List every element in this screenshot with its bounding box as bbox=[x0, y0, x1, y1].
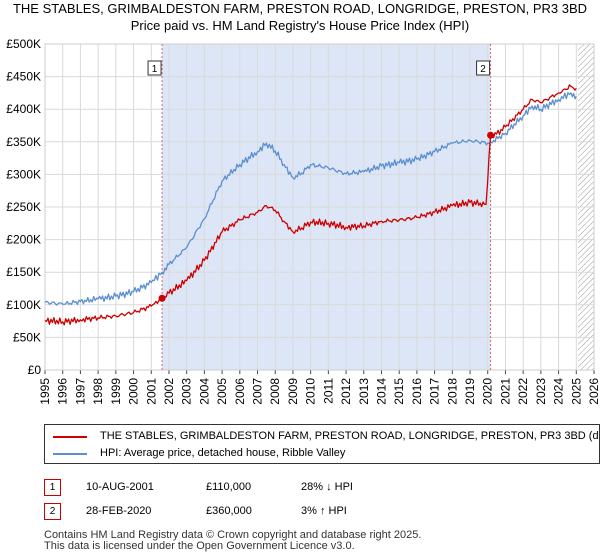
x-tick-label: 2013 bbox=[357, 378, 371, 405]
x-tick-label: 2014 bbox=[374, 378, 388, 405]
legend-label-property: THE STABLES, GRIMBALDESTON FARM, PRESTON… bbox=[100, 430, 599, 442]
x-tick-label: 2023 bbox=[534, 378, 548, 405]
x-tick-label: 2009 bbox=[286, 378, 300, 405]
x-tick-label: 1999 bbox=[109, 378, 123, 405]
transaction-price: £360,000 bbox=[206, 505, 252, 517]
x-tick-label: 2004 bbox=[197, 378, 211, 405]
marker-label: 2 bbox=[480, 64, 486, 75]
x-tick-label: 2005 bbox=[215, 378, 229, 405]
marker-box bbox=[476, 60, 491, 76]
y-tick-label: £300K bbox=[6, 167, 41, 181]
transaction-date: 10-AUG-2001 bbox=[86, 481, 154, 493]
x-tick-label: 2020 bbox=[481, 378, 495, 405]
y-tick-label: £350K bbox=[6, 135, 41, 149]
footer-licence: This data is licensed under the Open Gov… bbox=[44, 540, 355, 552]
x-tick-label: 2008 bbox=[268, 378, 282, 405]
x-tick-label: 2011 bbox=[321, 378, 335, 404]
legend-swatch-property bbox=[53, 436, 87, 438]
footer: Contains HM Land Registry data © Crown c… bbox=[44, 530, 421, 552]
x-tick-label: 2015 bbox=[392, 378, 406, 405]
transaction-hpi-change: 28% ↓ HPI bbox=[301, 481, 353, 493]
x-tick-label: 2025 bbox=[569, 378, 583, 405]
y-tick-label: £250K bbox=[6, 200, 41, 214]
y-tick-label: £50K bbox=[13, 330, 41, 344]
transaction-marker: 2 bbox=[44, 502, 61, 520]
x-tick-label: 2001 bbox=[144, 378, 158, 405]
x-tick-label: 2000 bbox=[127, 378, 141, 405]
hpi-line bbox=[44, 92, 577, 306]
x-tick-label: 1997 bbox=[73, 378, 87, 405]
legend-label-hpi: HPI: Average price, detached house, Ribb… bbox=[100, 447, 346, 459]
x-tick-label: 2002 bbox=[162, 378, 176, 405]
x-tick-label: 1998 bbox=[91, 378, 105, 405]
property-price-line bbox=[44, 84, 577, 326]
transaction-hpi-change: 3% ↑ HPI bbox=[301, 505, 347, 517]
y-tick-label: £500K bbox=[6, 37, 41, 51]
x-tick-label: 2003 bbox=[180, 378, 194, 405]
sale-point bbox=[487, 131, 495, 139]
y-tick-label: £0 bbox=[28, 363, 42, 377]
table-row: 1 10-AUG-2001 £110,000 28% ↓ HPI bbox=[44, 475, 353, 499]
x-tick-label: 2006 bbox=[233, 378, 247, 405]
x-tick-label: 2026 bbox=[587, 378, 600, 405]
x-tick-label: 2019 bbox=[463, 378, 477, 405]
transaction-price: £110,000 bbox=[206, 481, 252, 493]
x-tick-label: 2022 bbox=[516, 378, 530, 405]
x-tick-label: 2017 bbox=[428, 378, 442, 405]
transactions-table: 1 10-AUG-2001 £110,000 28% ↓ HPI 2 28-FE… bbox=[44, 475, 353, 523]
x-tick-label: 2007 bbox=[251, 378, 265, 405]
transaction-marker: 1 bbox=[44, 478, 61, 496]
table-row: 2 28-FEB-2020 £360,000 3% ↑ HPI bbox=[44, 499, 353, 523]
chart-subtitle: Price paid vs. HM Land Registry's House … bbox=[130, 18, 470, 33]
marker-label: 1 bbox=[152, 64, 158, 75]
transaction-date: 28-FEB-2020 bbox=[86, 505, 152, 517]
sale-points bbox=[158, 131, 495, 302]
x-tick-label: 1996 bbox=[56, 378, 70, 405]
marker-box bbox=[147, 60, 162, 76]
x-tick-label: 2012 bbox=[339, 378, 353, 405]
price-chart: £0 £50K £100K £150K £200K £250K £300K £350K £400… bbox=[6, 37, 600, 405]
footer-copyright: Contains HM Land Registry data © Crown c… bbox=[44, 529, 422, 541]
sale-point bbox=[158, 294, 166, 302]
y-tick-label: £200K bbox=[6, 233, 41, 247]
legend-swatch-hpi bbox=[53, 453, 87, 455]
plot-frame bbox=[44, 43, 595, 371]
y-tick-label: £100K bbox=[6, 298, 41, 312]
x-tick-label: 2021 bbox=[498, 378, 512, 405]
x-tick-label: 2016 bbox=[410, 378, 424, 405]
x-tick-label: 2010 bbox=[304, 378, 318, 405]
series-lines bbox=[44, 84, 577, 326]
x-tick-label: 1995 bbox=[38, 378, 52, 405]
x-tick-label: 2018 bbox=[445, 378, 459, 405]
y-tick-label: £450K bbox=[6, 70, 41, 84]
legend: THE STABLES, GRIMBALDESTON FARM, PRESTON… bbox=[44, 424, 600, 464]
x-tick-label: 2024 bbox=[552, 378, 566, 405]
chart-title: THE STABLES, GRIMBALDESTON FARM, PRESTON… bbox=[12, 1, 588, 16]
axes: £0 £50K £100K £150K £200K £250K £300K £350K £400… bbox=[6, 37, 600, 405]
y-tick-label: £400K bbox=[6, 102, 41, 116]
y-tick-label: £150K bbox=[6, 265, 41, 279]
